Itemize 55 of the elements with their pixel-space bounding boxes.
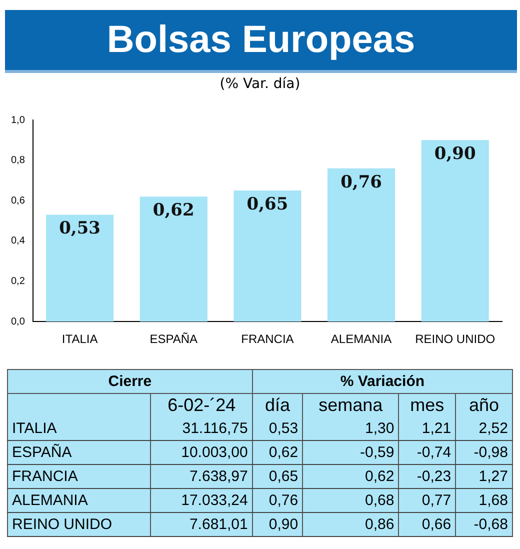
y-tick-label: 0,8	[10, 155, 26, 166]
data-label: 0,86	[302, 512, 399, 536]
data-label: 1,21	[398, 417, 456, 440]
x-tick-label: REINO UNIDO	[415, 332, 496, 346]
data-label: -0,68	[456, 512, 512, 536]
text: Cierre	[8, 370, 252, 394]
data-label: 0,53	[59, 218, 101, 239]
data-label: 7.681,01	[150, 512, 252, 536]
data-label: 1,30	[302, 417, 399, 440]
data-label: -0,98	[456, 440, 512, 464]
data-label: 0,62	[302, 464, 399, 488]
data-label: 31.116,75	[150, 417, 252, 440]
y-tick-label: 0,2	[10, 276, 26, 288]
data-label: 1,68	[456, 488, 512, 512]
text: mes	[398, 394, 456, 417]
text: % Variación	[252, 370, 512, 394]
x-tick-label: ITALIA	[62, 332, 98, 346]
data-label: 0,65	[246, 194, 288, 214]
text: día	[252, 394, 303, 417]
series-label: 6-02-´24	[150, 394, 252, 417]
chart-title: Bolsas Europeas	[5, 10, 517, 73]
category-label: FRANCIA	[8, 464, 151, 488]
data-label: 0,68	[302, 488, 399, 512]
data-label: 2,52	[456, 417, 512, 440]
data-label: 0,62	[152, 200, 194, 221]
data-label: 0,90	[434, 144, 476, 164]
x-tick-label: ESPAÑA	[150, 332, 198, 346]
y-tick-label: 0,4	[10, 236, 26, 247]
x-tick-label: ALEMANIA	[330, 332, 392, 346]
y-tick-label: 1,0	[10, 114, 26, 126]
y-tick-label: 0,6	[10, 195, 26, 206]
data-label: 7.638,97	[150, 464, 252, 488]
data-label: -0,59	[302, 440, 399, 464]
data-label: 10.003,00	[150, 440, 252, 464]
data-label: 17.033,24	[150, 488, 252, 512]
text: semana	[302, 394, 399, 417]
data-label: 0,90	[252, 512, 303, 536]
y-tick-label: 0,0	[10, 316, 26, 328]
data-label: 0,66	[398, 512, 456, 536]
data-label: 1,27	[456, 464, 512, 488]
data-label: 0,76	[252, 488, 303, 512]
data-label: 0,76	[340, 172, 382, 192]
data-label: -0,74	[398, 440, 456, 464]
data-label: 0,65	[252, 464, 303, 488]
data-label: 0,77	[398, 488, 456, 512]
category-label: REINO UNIDO	[8, 512, 151, 536]
text: año	[456, 394, 512, 417]
category-label: ALEMANIA	[8, 488, 151, 512]
x-tick-label: FRANCIA	[241, 332, 294, 346]
category-label: ESPAÑA	[8, 440, 151, 464]
data-label: -0,23	[398, 464, 456, 488]
chart-subtitle: (% Var. día)	[218, 76, 302, 92]
category-label: ITALIA	[8, 417, 151, 440]
data-label: 0,53	[252, 417, 303, 440]
data-label: 0,62	[252, 440, 303, 464]
